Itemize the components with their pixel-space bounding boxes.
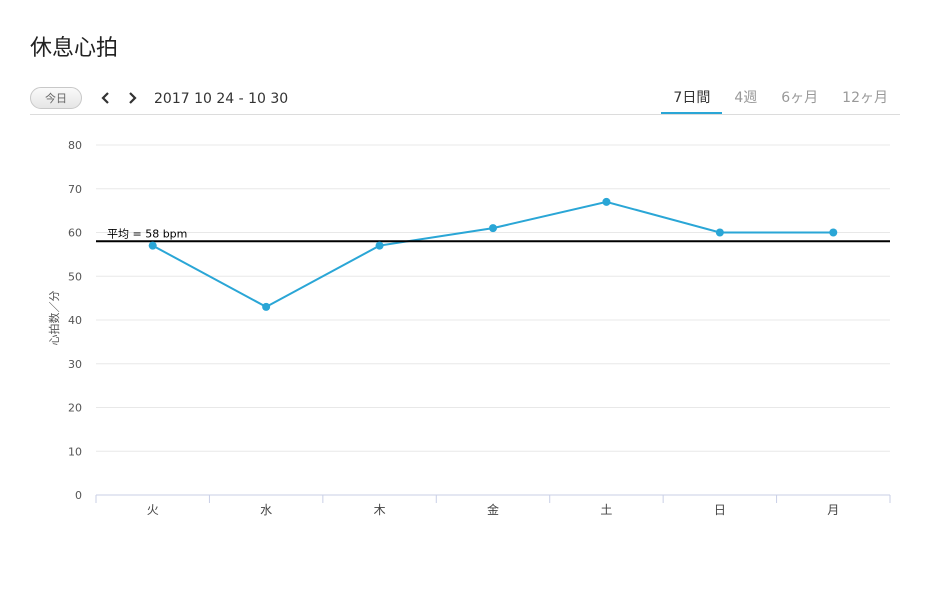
y-tick-label: 20 — [68, 402, 82, 415]
y-tick-label: 50 — [68, 270, 82, 283]
tab-6-months[interactable]: 6ヶ月 — [781, 90, 819, 106]
data-point[interactable] — [602, 197, 611, 206]
tab-7-days[interactable]: 7日間 — [661, 84, 723, 114]
y-tick-label: 30 — [68, 358, 82, 371]
x-tick-label: 土 — [600, 503, 612, 517]
data-point[interactable] — [829, 228, 838, 237]
series-line — [152, 200, 834, 309]
y-tick-label: 10 — [68, 445, 82, 458]
y-tick-label: 70 — [68, 183, 82, 196]
x-tick-label: 水 — [260, 503, 272, 517]
data-point[interactable] — [715, 228, 724, 237]
page-title: 休息心拍 — [30, 36, 119, 61]
toolbar: 今日 2017 10 24 - 10 30 7日間 4週 6ヶ月 12ヶ月 — [30, 84, 900, 115]
data-point[interactable] — [489, 224, 497, 233]
x-tick-label: 金 — [487, 502, 499, 517]
y-tick-label: 60 — [68, 227, 82, 240]
data-point[interactable] — [262, 302, 271, 311]
x-tick-label: 月 — [827, 503, 839, 517]
x-tick-label: 日 — [714, 503, 726, 517]
y-axis-label: 心拍数／分 — [47, 291, 61, 346]
tab-12-months[interactable]: 12ヶ月 — [842, 90, 888, 106]
average-label: 平均 = 58 bpm — [107, 227, 187, 240]
today-button[interactable]: 今日 — [30, 87, 82, 109]
tab-4-weeks[interactable]: 4週 — [734, 90, 758, 106]
x-tick-label: 火 — [147, 503, 159, 517]
chevron-right-icon[interactable] — [124, 89, 140, 107]
range-tabs: 7日間 4週 6ヶ月 12ヶ月 — [661, 84, 900, 114]
y-tick-label: 0 — [75, 489, 82, 502]
date-range-label: 2017 10 24 - 10 30 — [154, 91, 289, 107]
y-tick-label: 40 — [68, 314, 82, 327]
data-point[interactable] — [148, 241, 157, 250]
y-tick-label: 80 — [68, 139, 82, 152]
data-point[interactable] — [375, 241, 384, 250]
x-tick-label: 木 — [374, 503, 386, 517]
chevron-left-icon[interactable] — [98, 89, 114, 107]
